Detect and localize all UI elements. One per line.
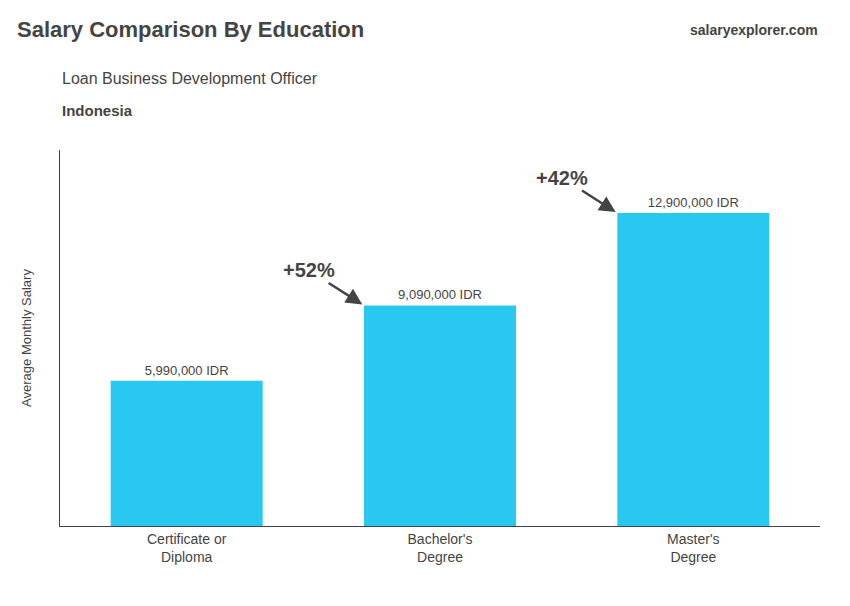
svg-text:salaryexplorer.com: salaryexplorer.com — [690, 22, 818, 38]
svg-text:Loan Business Development Offi: Loan Business Development Officer — [62, 70, 318, 87]
svg-text:+52%: +52% — [283, 259, 335, 281]
svg-text:9,090,000 IDR: 9,090,000 IDR — [398, 287, 482, 302]
svg-text:+42%: +42% — [536, 167, 588, 189]
svg-text:Average Monthly Salary: Average Monthly Salary — [19, 269, 34, 407]
svg-text:Indonesia: Indonesia — [62, 102, 133, 119]
svg-text:Master'sDegree: Master'sDegree — [667, 531, 719, 565]
svg-text:12,900,000 IDR: 12,900,000 IDR — [648, 195, 739, 210]
svg-text:Certificate orDiploma: Certificate orDiploma — [147, 531, 227, 565]
svg-text:5,990,000 IDR: 5,990,000 IDR — [145, 363, 229, 378]
svg-text:Salary Comparison By Education: Salary Comparison By Education — [17, 17, 364, 42]
svg-text:Bachelor'sDegree: Bachelor'sDegree — [408, 531, 473, 565]
